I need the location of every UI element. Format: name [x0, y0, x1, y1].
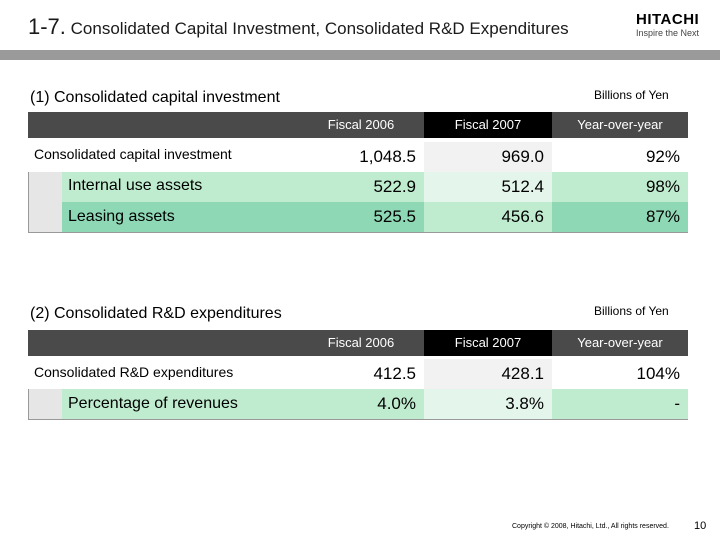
capex-row-internal-fy2007: 512.4 [424, 172, 552, 202]
copyright-text: Copyright © 2008, Hitachi, Ltd., All rig… [512, 523, 669, 530]
rnd-header-bar [28, 330, 298, 356]
rnd-row-pct-bg [62, 389, 298, 419]
capex-col-fy2006: Fiscal 2006 [298, 112, 424, 138]
capex-unit: Billions of Yen [594, 88, 669, 102]
capex-row-internal-bg [62, 172, 298, 202]
capex-col-fy2007: Fiscal 2007 [424, 112, 552, 138]
capex-row-total-fy2007: 969.0 [424, 142, 552, 172]
rnd-col-fy2007: Fiscal 2007 [424, 330, 552, 356]
title-rule [0, 50, 720, 60]
logo-tagline: Inspire the Next [636, 28, 700, 38]
capex-row-internal-label: Internal use assets [68, 177, 203, 194]
hitachi-logo: HITACHI Inspire the Next [636, 12, 710, 39]
rnd-row-pct-yoy: - [552, 389, 688, 419]
capex-row-internal-fy2006: 522.9 [298, 172, 424, 202]
rnd-section-title: (2) Consolidated R&D expenditures [30, 305, 282, 322]
rnd-row-pct-fy2007: 3.8% [424, 389, 552, 419]
capex-row-leasing-label: Leasing assets [68, 208, 175, 225]
capex-section-title: (1) Consolidated capital investment [30, 89, 280, 106]
capex-row-total-fy2006: 1,048.5 [298, 142, 424, 172]
rnd-row-total-fy2007: 428.1 [424, 359, 552, 389]
title-number: 1-7. [28, 14, 66, 39]
capex-row-internal-yoy: 98% [552, 172, 688, 202]
rnd-row-total-fy2006: 412.5 [298, 359, 424, 389]
rnd-indent-block [28, 389, 63, 419]
page-number: 10 [694, 520, 707, 532]
capex-bottom-rule [28, 232, 688, 233]
rnd-col-yoy: Year-over-year [552, 330, 688, 356]
rnd-row-total-yoy: 104% [552, 359, 688, 389]
title-text: Consolidated Capital Investment, Consoli… [70, 19, 569, 38]
capex-row-leasing-fy2006: 525.5 [298, 202, 424, 232]
capex-col-yoy: Year-over-year [552, 112, 688, 138]
rnd-unit: Billions of Yen [594, 304, 669, 318]
capex-row-total-label: Consolidated capital investment [34, 146, 232, 162]
capex-row-leasing-bg [62, 202, 298, 232]
capex-indent-block [28, 172, 63, 232]
capex-row-leasing-fy2007: 456.6 [424, 202, 552, 232]
capex-row-total-yoy: 92% [552, 142, 688, 172]
logo-brand: HITACHI [636, 11, 700, 28]
rnd-row-pct-label: Percentage of revenues [68, 395, 238, 412]
rnd-bottom-rule [28, 419, 688, 420]
rnd-col-fy2006: Fiscal 2006 [298, 330, 424, 356]
capex-row-leasing-yoy: 87% [552, 202, 688, 232]
rnd-row-total-label: Consolidated R&D expenditures [34, 364, 234, 380]
capex-header-bar [28, 112, 298, 138]
slide-title: 1-7. Consolidated Capital Investment, Co… [28, 14, 569, 40]
rnd-row-pct-fy2006: 4.0% [298, 389, 424, 419]
